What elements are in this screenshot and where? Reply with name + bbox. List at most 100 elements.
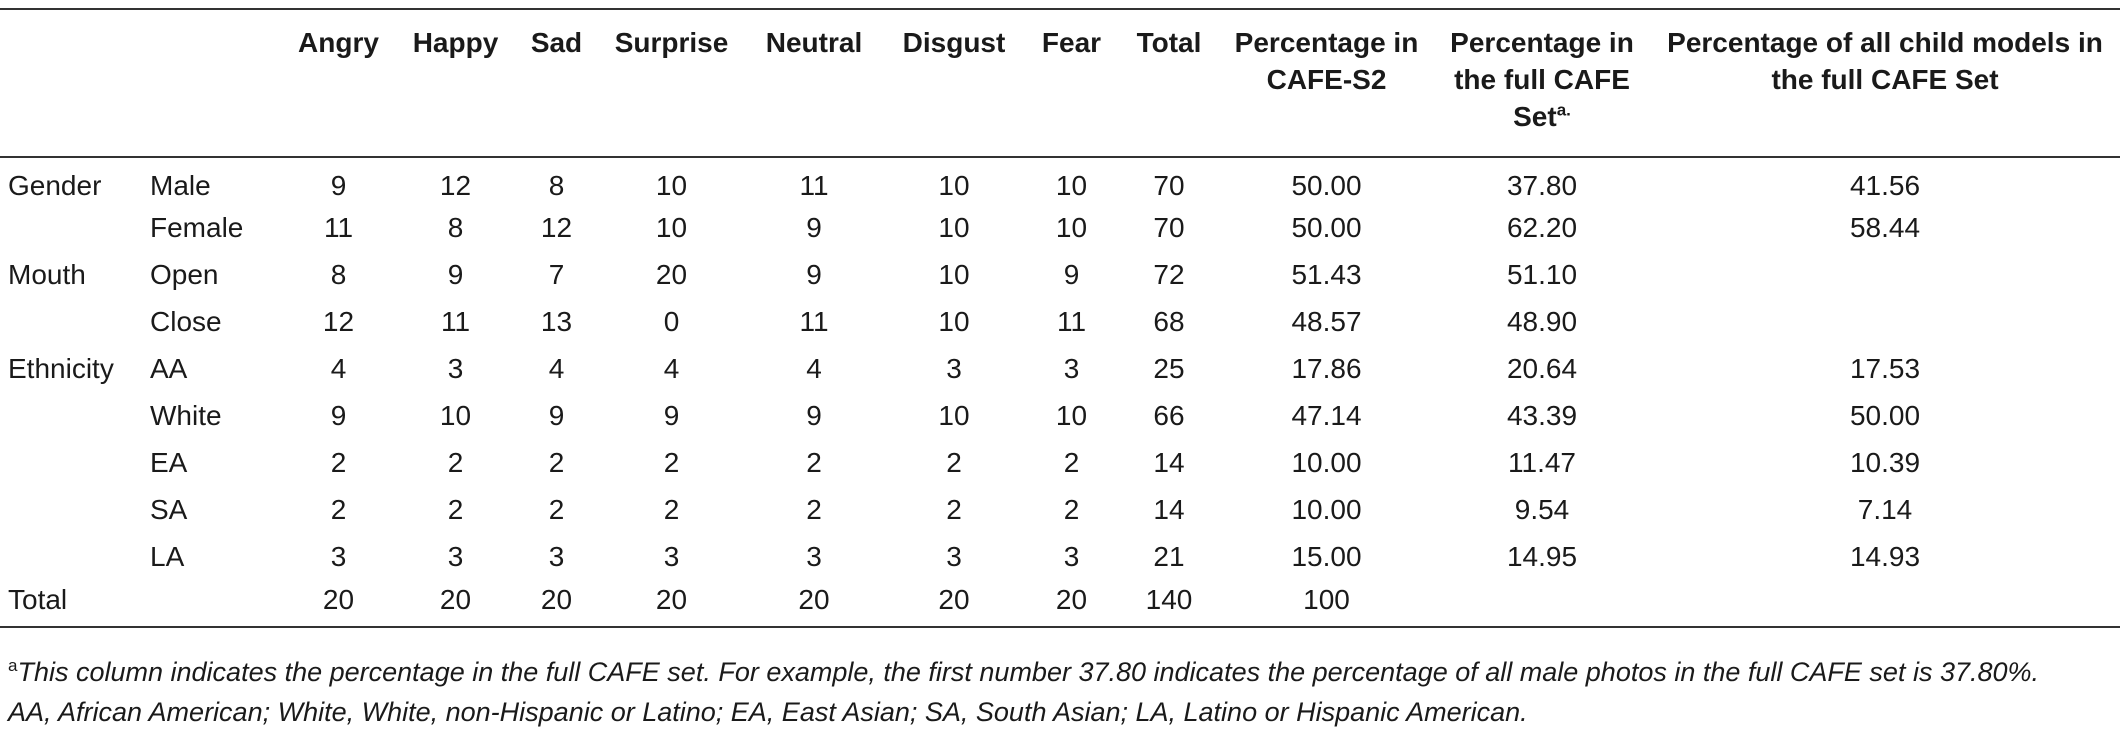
row-group-label: Mouth xyxy=(8,258,86,290)
table-cell: 2 xyxy=(663,493,680,525)
table-cell: 51.10 xyxy=(1506,258,1578,290)
table-cell: 12 xyxy=(439,170,472,201)
column-header: Total xyxy=(1119,8,1219,158)
row-group-label: Total xyxy=(0,580,150,628)
table-cell: 50.00 xyxy=(1849,399,1921,431)
table-cell: 9 xyxy=(548,399,565,431)
table-cell: 66 xyxy=(1153,399,1185,431)
table-cell: 51.43 xyxy=(1291,258,1362,290)
table-cell: 12 xyxy=(322,305,355,337)
table-cell: 2 xyxy=(548,446,565,478)
table-cell: 20 xyxy=(884,580,1024,628)
table-cell: 20 xyxy=(280,580,397,628)
table-row: Female 11 8 12 10 9 10 10 70 50.00 62.20 58.44 xyxy=(0,204,2120,251)
table-cell: 20 xyxy=(744,580,884,628)
column-header xyxy=(0,8,150,158)
table-cell: 2 xyxy=(447,446,464,478)
table-cell: 62.20 xyxy=(1506,211,1578,243)
table-cell: 50.00 xyxy=(1291,170,1362,201)
table-cell: 3 xyxy=(663,540,680,572)
table-cell: 2 xyxy=(946,446,962,478)
column-header: Sad xyxy=(514,8,599,158)
table-row: EA 2 2 2 2 2 2 2 14 10.00 11.47 10.39 xyxy=(0,439,2120,486)
table-cell: 9 xyxy=(330,170,347,201)
table-row: White 9 10 9 9 9 10 10 66 47.14 43.39 50.00 xyxy=(0,392,2120,439)
table-cell: 2 xyxy=(447,493,464,525)
table-cell: 8 xyxy=(447,211,464,243)
table-cell: 10 xyxy=(1055,170,1088,201)
column-header: Percentage in the full CAFE Seta. xyxy=(1434,8,1650,158)
row-group-label: Gender xyxy=(8,170,102,201)
table-cell: 9 xyxy=(330,399,347,431)
table-cell: 3 xyxy=(447,352,464,384)
table-cell: 14 xyxy=(1153,493,1185,525)
table-cell: 10 xyxy=(938,258,970,290)
table-cell: 2 xyxy=(1063,493,1080,525)
table-row: Mouth Open 8 9 7 20 9 10 9 72 51.43 51.10 xyxy=(0,251,2120,298)
table-cell: 11 xyxy=(799,305,829,337)
column-header: Percentage in CAFE-S2 xyxy=(1219,8,1434,158)
table-cell xyxy=(1650,298,2120,345)
row-group-label xyxy=(0,204,150,251)
table-row: Close 12 11 13 0 11 10 11 68 48.57 48.90 xyxy=(0,298,2120,345)
table-cell: 50.00 xyxy=(1291,211,1362,243)
table-cell: 25 xyxy=(1153,352,1185,384)
column-header: Angry xyxy=(280,8,397,158)
table-cell: 2 xyxy=(806,493,822,525)
table-cell: 9.54 xyxy=(1514,493,1570,525)
table-cell: 2 xyxy=(946,493,962,525)
table-cell: 4 xyxy=(330,352,347,384)
table-cell: 0 xyxy=(663,305,680,337)
table-footnote: aThis column indicates the percentage in… xyxy=(8,652,2116,732)
column-header: Happy xyxy=(397,8,514,158)
table-row: SA 2 2 2 2 2 2 2 14 10.00 9.54 7.14 xyxy=(0,486,2120,533)
table-cell: 20 xyxy=(514,580,599,628)
row-label: White xyxy=(150,399,222,431)
table-cell xyxy=(1434,580,1650,628)
row-label: AA xyxy=(150,352,188,384)
table-cell: 2 xyxy=(806,446,822,478)
footnote-line-2: AA, African American; White, White, non-… xyxy=(8,697,1528,727)
table-cell: 10 xyxy=(938,399,970,431)
column-header: Neutral xyxy=(744,8,884,158)
row-label: SA xyxy=(150,493,188,525)
table-cell: 70 xyxy=(1153,211,1185,243)
table-cell: 4 xyxy=(548,352,565,384)
table-cell: 10.00 xyxy=(1291,446,1362,478)
row-label xyxy=(150,580,280,628)
table-cell: 11 xyxy=(323,211,354,243)
table-cell: 14.95 xyxy=(1506,540,1578,572)
table-cell: 20 xyxy=(599,580,744,628)
table-cell: 7 xyxy=(548,258,565,290)
row-group-label: Ethnicity xyxy=(8,352,114,384)
data-table: Angry Happy Sad Surprise Neutral Disgust Fear T… xyxy=(0,8,2120,628)
table-cell: 68 xyxy=(1153,305,1185,337)
table-cell: 2 xyxy=(1063,446,1080,478)
table-cell: 9 xyxy=(447,258,464,290)
column-header xyxy=(150,8,280,158)
table-cell: 10 xyxy=(938,305,970,337)
table-cell: 2 xyxy=(330,493,347,525)
table-row: Total 20 20 20 20 20 20 20 140 100 xyxy=(0,580,2120,628)
footnote-marker: a xyxy=(8,656,18,675)
table-cell: 14 xyxy=(1153,446,1185,478)
table-cell: 9 xyxy=(806,258,822,290)
table-cell: 11 xyxy=(440,305,471,337)
table-cell: 20 xyxy=(1024,580,1119,628)
table-row: Gender Male 9 12 8 10 11 10 10 70 50.00 37.80 41.56 xyxy=(0,157,2120,204)
row-group-label xyxy=(0,439,150,486)
table-cell: 4 xyxy=(663,352,680,384)
table-cell: 10 xyxy=(1055,211,1088,243)
table-cell xyxy=(1650,251,2120,298)
table-cell: 21 xyxy=(1153,540,1185,572)
table-cell: 43.39 xyxy=(1506,399,1578,431)
table-cell: 3 xyxy=(548,540,565,572)
table-cell: 20 xyxy=(397,580,514,628)
table-cell: 10 xyxy=(938,170,970,201)
table-cell: 58.44 xyxy=(1849,211,1921,243)
table-cell: 100 xyxy=(1219,580,1434,628)
table-cell: 10 xyxy=(655,170,688,201)
table-cell: 2 xyxy=(548,493,565,525)
table-cell: 3 xyxy=(946,540,962,572)
